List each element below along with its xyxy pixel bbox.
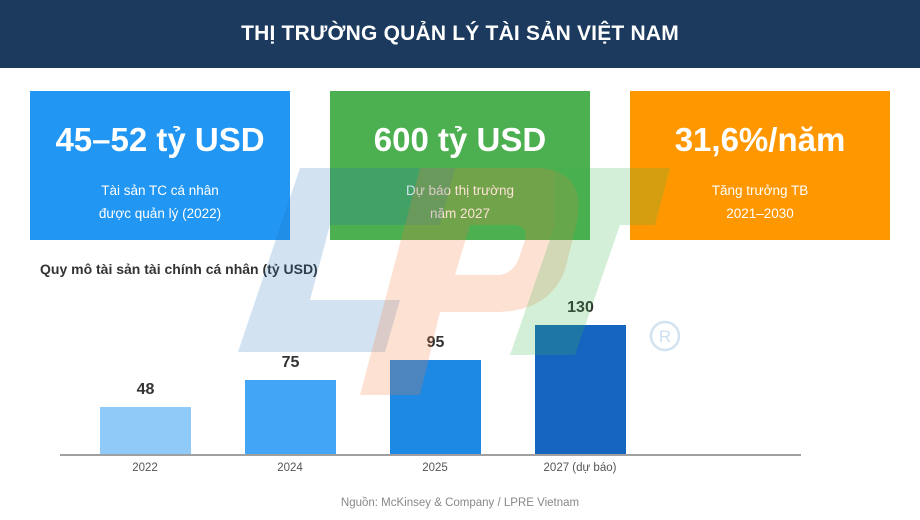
kpi-description: Tăng trưởng TB 2021–2030: [630, 179, 890, 225]
chart-title: Quy mô tài sản tài chính cá nhân (tỷ USD…: [40, 261, 318, 277]
kpi-value: 45–52 tỷ USD: [55, 121, 265, 158]
svg-text:R: R: [659, 327, 671, 346]
page-title: THỊ TRƯỜNG QUẢN LÝ TÀI SẢN VIỆT NAM: [241, 22, 679, 45]
bar-value-label: 130: [567, 299, 594, 316]
x-axis-tick-label: 2025: [422, 462, 448, 474]
x-axis-tick-label: 2024: [277, 462, 303, 474]
kpi-value: 600 tỷ USD: [373, 121, 547, 158]
bar-2027-forecast: [535, 325, 626, 455]
kpi-desc-line: Tăng trưởng TB: [711, 183, 809, 198]
bar-2024: [245, 380, 336, 455]
bar-value-label: 75: [281, 354, 300, 371]
kpi-card-managed-assets: 45–52 tỷ USD Tài sản TC cá nhân được quả…: [30, 91, 290, 240]
kpi-description: Dự báo thị trường năm 2027: [330, 179, 590, 225]
kpi-desc-line: Dự báo thị trường: [406, 183, 514, 198]
kpi-description: Tài sản TC cá nhân được quản lý (2022): [30, 179, 290, 225]
x-axis-tick-label: 2022: [132, 462, 158, 474]
bar-value-label: 95: [426, 334, 445, 351]
x-axis-tick-label: 2027 (dự báo): [543, 462, 617, 474]
source-note: Nguồn: McKinsey & Company / LPRE Vietnam: [340, 497, 580, 509]
page-header: THỊ TRƯỜNG QUẢN LÝ TÀI SẢN VIỆT NAM: [0, 0, 920, 68]
kpi-desc-line: 2021–2030: [726, 206, 794, 221]
kpi-desc-line: được quản lý (2022): [98, 206, 222, 221]
bar-2022: [100, 407, 191, 455]
kpi-value: 31,6%/năm: [674, 121, 846, 158]
kpi-card-growth-rate: 31,6%/năm Tăng trưởng TB 2021–2030: [630, 91, 890, 240]
kpi-desc-line: Tài sản TC cá nhân: [101, 183, 219, 198]
x-axis-line: [60, 454, 801, 456]
bar-value-label: 48: [136, 381, 155, 398]
kpi-card-market-forecast: 600 tỷ USD Dự báo thị trường năm 2027: [330, 91, 590, 240]
kpi-desc-line: năm 2027: [429, 206, 491, 221]
bar-2025: [390, 360, 481, 455]
